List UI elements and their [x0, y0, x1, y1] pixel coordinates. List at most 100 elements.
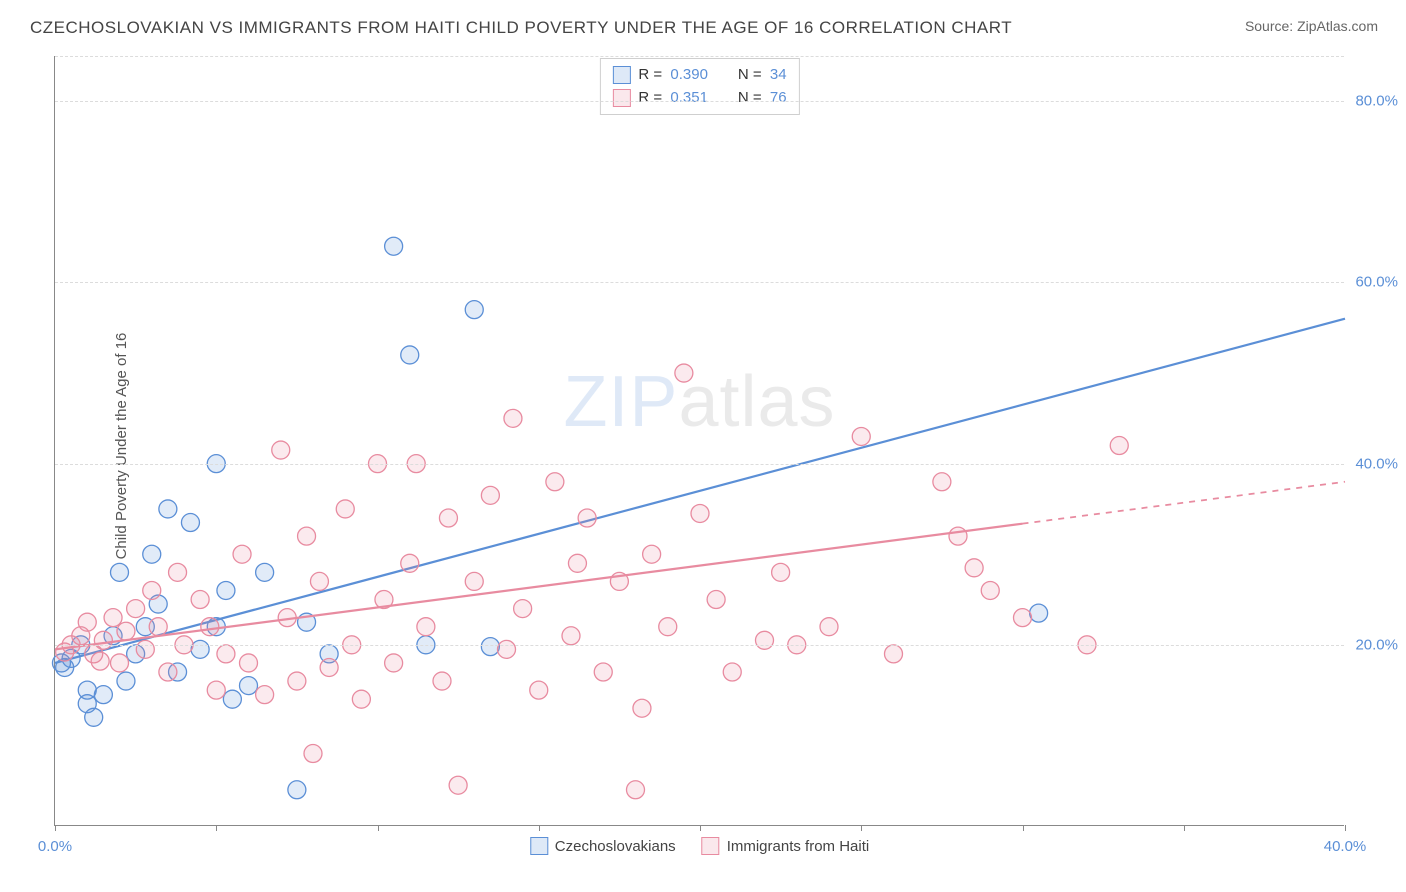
data-point	[94, 686, 112, 704]
data-point	[94, 631, 112, 649]
data-point	[159, 500, 177, 518]
x-tick-label: 0.0%	[38, 838, 72, 855]
data-point	[933, 473, 951, 491]
source-value: ZipAtlas.com	[1297, 18, 1378, 34]
data-point	[320, 658, 338, 676]
data-point	[433, 672, 451, 690]
x-tick	[55, 825, 56, 831]
gridline-h	[55, 464, 1344, 465]
data-point	[159, 663, 177, 681]
data-point	[643, 545, 661, 563]
data-point	[504, 409, 522, 427]
data-point	[191, 591, 209, 609]
gridline-h	[55, 282, 1344, 283]
data-point	[191, 640, 209, 658]
data-point	[91, 652, 109, 670]
y-tick-label: 80.0%	[1348, 93, 1398, 110]
y-tick-label: 20.0%	[1348, 636, 1398, 653]
trend-line	[55, 524, 1023, 650]
data-point	[304, 745, 322, 763]
data-point	[965, 559, 983, 577]
data-point	[117, 622, 135, 640]
data-point	[675, 364, 693, 382]
x-tick-label: 40.0%	[1324, 838, 1367, 855]
legend-item: Czechoslovakians	[530, 837, 676, 855]
y-tick-label: 60.0%	[1348, 274, 1398, 291]
data-point	[85, 708, 103, 726]
data-point	[256, 686, 274, 704]
x-tick	[216, 825, 217, 831]
data-point	[659, 618, 677, 636]
data-point	[143, 545, 161, 563]
data-point	[149, 618, 167, 636]
data-point	[723, 663, 741, 681]
trend-line-extrapolated	[1023, 482, 1346, 524]
x-tick	[700, 825, 701, 831]
plot-svg	[55, 56, 1344, 825]
data-point	[111, 654, 129, 672]
data-point	[104, 609, 122, 627]
data-point	[820, 618, 838, 636]
trend-line	[55, 319, 1345, 663]
data-point	[417, 618, 435, 636]
x-tick	[1023, 825, 1024, 831]
chart-title: CZECHOSLOVAKIAN VS IMMIGRANTS FROM HAITI…	[30, 18, 1012, 38]
data-point	[288, 781, 306, 799]
data-point	[256, 563, 274, 581]
data-point	[594, 663, 612, 681]
data-point	[562, 627, 580, 645]
data-point	[272, 441, 290, 459]
data-point	[117, 672, 135, 690]
data-point	[852, 427, 870, 445]
data-point	[401, 346, 419, 364]
data-point	[288, 672, 306, 690]
data-point	[352, 690, 370, 708]
data-point	[1014, 609, 1032, 627]
data-point	[481, 638, 499, 656]
source-attribution: Source: ZipAtlas.com	[1245, 18, 1378, 34]
data-point	[465, 301, 483, 319]
legend-swatch	[702, 837, 720, 855]
data-point	[336, 500, 354, 518]
x-tick	[378, 825, 379, 831]
data-point	[481, 486, 499, 504]
data-point	[111, 563, 129, 581]
data-point	[143, 581, 161, 599]
gridline-h	[55, 645, 1344, 646]
data-point	[233, 545, 251, 563]
data-point	[514, 600, 532, 618]
data-point	[181, 514, 199, 532]
x-tick	[1184, 825, 1185, 831]
y-tick-label: 40.0%	[1348, 455, 1398, 472]
gridline-h	[55, 56, 1344, 57]
data-point	[169, 563, 187, 581]
data-point	[240, 654, 258, 672]
data-point	[207, 681, 225, 699]
legend-swatch	[530, 837, 548, 855]
data-point	[568, 554, 586, 572]
data-point	[217, 581, 235, 599]
source-label: Source:	[1245, 18, 1293, 34]
data-point	[465, 572, 483, 590]
scatter-chart: ZIPatlas R =0.390N =34R =0.351N =76 Czec…	[54, 56, 1344, 826]
data-point	[201, 618, 219, 636]
legend-series-label: Immigrants from Haiti	[727, 838, 870, 855]
data-point	[707, 591, 725, 609]
legend-item: Immigrants from Haiti	[702, 837, 870, 855]
data-point	[498, 640, 516, 658]
data-point	[385, 237, 403, 255]
series-legend: Czechoslovakians Immigrants from Haiti	[530, 837, 869, 855]
data-point	[633, 699, 651, 717]
data-point	[223, 690, 241, 708]
gridline-h	[55, 101, 1344, 102]
data-point	[127, 600, 145, 618]
data-point	[949, 527, 967, 545]
legend-series-label: Czechoslovakians	[555, 838, 676, 855]
data-point	[401, 554, 419, 572]
data-point	[530, 681, 548, 699]
data-point	[136, 640, 154, 658]
data-point	[981, 581, 999, 599]
data-point	[885, 645, 903, 663]
data-point	[449, 776, 467, 794]
data-point	[439, 509, 457, 527]
